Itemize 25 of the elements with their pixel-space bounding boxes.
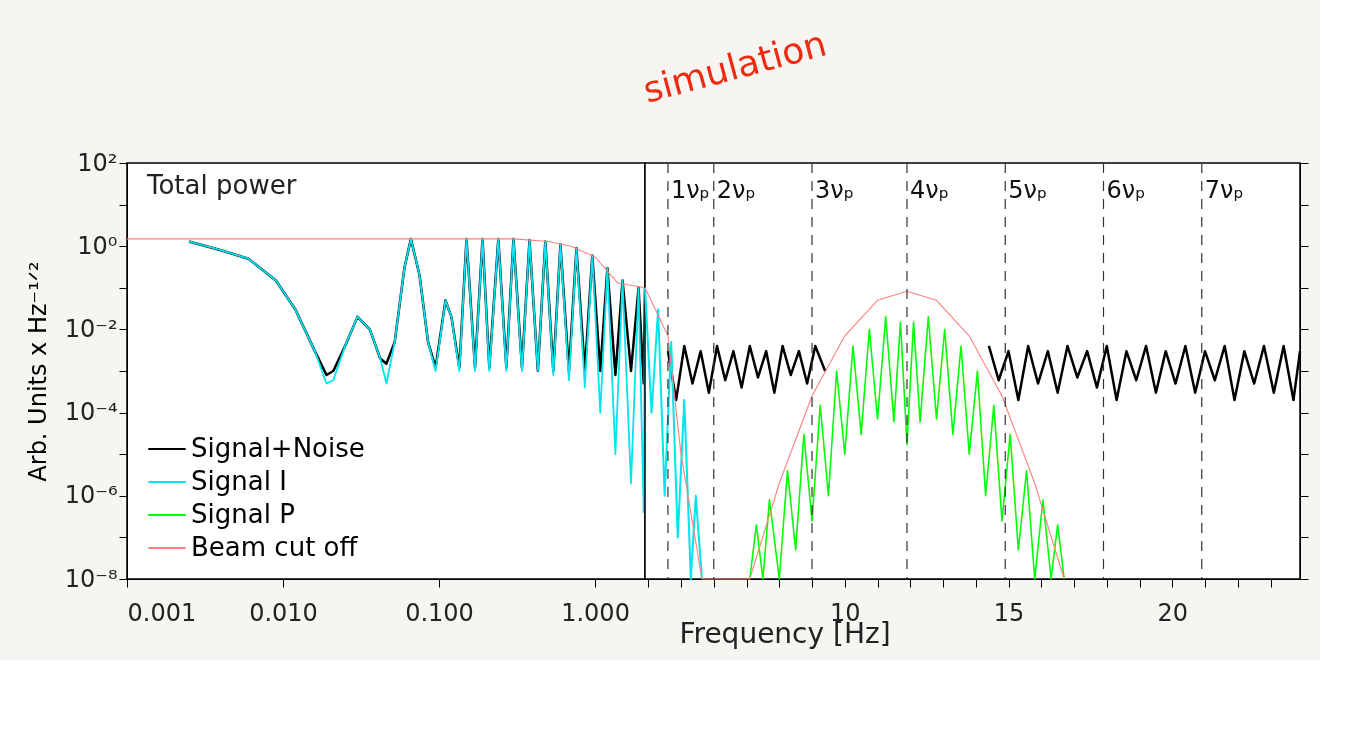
- ref-line-label: 1νₚ: [670, 176, 710, 204]
- ref-line-label: 5νₚ: [1008, 176, 1048, 204]
- x-tick-label: 15: [993, 598, 1025, 627]
- x-tick-label: 0.001: [127, 598, 197, 627]
- ref-line-label: 4νₚ: [910, 176, 949, 204]
- ref-line-label: 3νₚ: [815, 176, 854, 204]
- ref-line-label: 6νₚ: [1106, 176, 1146, 204]
- ref-line-label: 7νₚ: [1204, 176, 1244, 204]
- y-tick-label: 10⁻⁸: [64, 564, 118, 593]
- y-tick-label: 10⁻⁴: [64, 398, 118, 427]
- y-tick-label: 10⁻⁶: [64, 481, 118, 510]
- x-tick-label: 0.100: [405, 598, 474, 627]
- legend-label: Signal I: [191, 466, 287, 496]
- x-tick-label: 0.010: [249, 598, 318, 627]
- y-tick-label: 10⁻²: [64, 314, 118, 343]
- y-tick-label: 10⁰: [77, 231, 118, 260]
- x-tick-label: 20: [1157, 598, 1189, 627]
- y-axis-title: Arb. Units x Hz⁻¹ᐟ²: [23, 261, 52, 482]
- legend-label: Signal P: [191, 499, 295, 529]
- x-tick-label: 1.000: [561, 598, 630, 627]
- annotation: Total power: [146, 170, 297, 200]
- legend-label: Signal+Noise: [191, 433, 365, 463]
- y-tick-label: 10²: [77, 148, 118, 177]
- legend-label: Beam cut off: [191, 532, 359, 562]
- ref-line-label: 2νₚ: [716, 176, 756, 204]
